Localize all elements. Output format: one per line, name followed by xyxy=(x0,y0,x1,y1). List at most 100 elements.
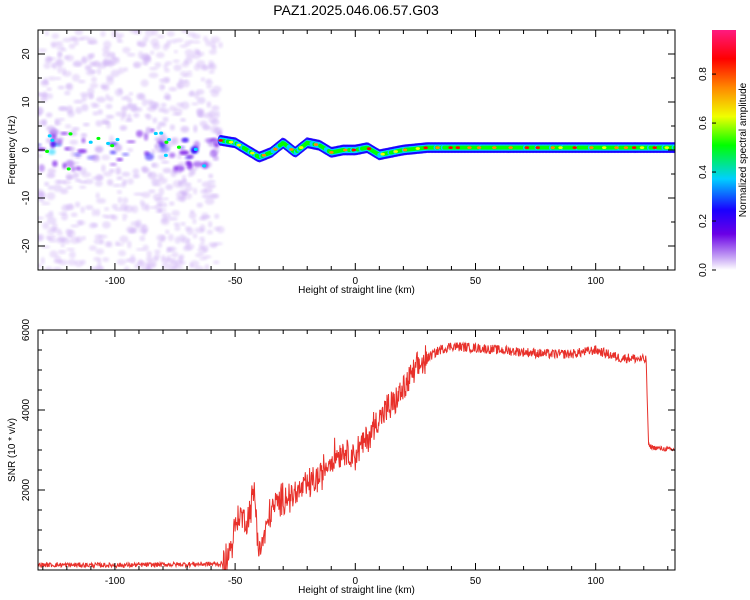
spectrogram-noise-cell xyxy=(135,93,144,100)
colorbar-label: Normalized spectral amplitude xyxy=(738,82,749,217)
spectrogram-noise-cell xyxy=(141,202,148,211)
spectrogram-noise-cell xyxy=(57,51,63,57)
spectrogram-x-tick-label: -100 xyxy=(105,276,125,287)
spectrogram-y-tick-label: -10 xyxy=(21,190,32,205)
spectrogram-noise-cell xyxy=(88,54,95,59)
spectrogram-ridge-peak xyxy=(455,146,461,150)
spectrogram-noise-cell xyxy=(137,258,144,267)
spectrogram-noise-cell xyxy=(218,42,223,49)
spectrogram-noise-cell xyxy=(70,212,78,218)
spectrogram-noise-cell xyxy=(182,179,188,184)
spectrogram-noise-cell xyxy=(90,102,98,108)
spectrogram-noise-cell xyxy=(66,247,75,252)
spectrogram-noise-cell xyxy=(99,238,105,245)
spectrogram-noise-cell xyxy=(60,131,69,136)
spectrogram-noise-cell xyxy=(94,180,103,187)
colorbar: 0.0 0.2 0.4 0.6 0.8 Normalized spectral ampl… xyxy=(698,30,749,277)
spectrogram-noise-cell xyxy=(166,255,172,261)
spectrogram-noise-cell xyxy=(89,82,99,89)
spectrogram-noise-cell xyxy=(75,166,82,171)
colorbar-tick-label: 0.0 xyxy=(698,263,709,277)
spectrogram-noise-cell xyxy=(51,33,60,39)
spectrogram-noise-cell xyxy=(191,102,199,106)
spectrogram-noise-cell xyxy=(82,122,90,127)
spectrogram-noise-cell xyxy=(126,240,132,249)
spectrogram-noise-cell xyxy=(88,245,97,251)
spectrogram-noise-cell xyxy=(119,125,128,131)
spectrogram-noise-cell xyxy=(86,93,94,99)
spectrogram-ridge-peak xyxy=(614,146,619,150)
spectrogram-noise-cell xyxy=(66,175,74,180)
spectrogram-noise-cell xyxy=(97,258,102,267)
spectrogram-noise-cell xyxy=(75,155,81,159)
spectrogram-noise-peak xyxy=(202,164,207,168)
spectrogram-noise-cell xyxy=(171,209,180,217)
spectrogram-noise-cell xyxy=(164,68,170,73)
spectrogram-noise-cell xyxy=(91,155,100,163)
spectrogram-noise-cell xyxy=(45,112,53,118)
spectrogram-noise-cell xyxy=(142,165,148,174)
colorbar-tick-label: 0.8 xyxy=(698,67,709,81)
spectrogram-noise-cell xyxy=(81,137,86,144)
spectrogram-noise-cell xyxy=(96,68,102,75)
spectrogram-noise-cell xyxy=(73,161,80,166)
spectrogram-noise-peak xyxy=(45,149,50,153)
spectrogram-ridge-peak xyxy=(351,148,357,152)
spectrogram-noise-cell xyxy=(88,222,98,229)
spectrogram-noise-cell xyxy=(215,110,220,118)
spectrogram-noise-cell xyxy=(48,148,56,155)
spectrogram-noise-cell xyxy=(122,179,128,185)
spectrogram-noise-cell xyxy=(126,140,136,144)
spectrogram-noise-cell xyxy=(205,39,211,47)
spectrogram-noise-cell xyxy=(127,147,134,153)
spectrogram-noise-cell xyxy=(175,38,184,43)
spectrogram-noise-peak xyxy=(176,145,181,149)
spectrogram-noise-cell xyxy=(52,160,58,167)
spectrogram-noise-cell xyxy=(92,111,99,116)
spectrogram-noise-cell xyxy=(67,233,72,238)
spectrogram-noise-cell xyxy=(64,124,72,129)
spectrogram-noise-cell xyxy=(207,220,213,228)
spectrogram-noise-cell xyxy=(214,213,220,219)
spectrogram-ridge-peak xyxy=(273,147,278,151)
spectrogram-noise-cell xyxy=(55,58,65,67)
spectrogram-ridge-peak xyxy=(289,148,294,151)
spectrogram-noise-cell xyxy=(211,105,220,111)
spectrogram-noise-cell xyxy=(69,36,78,42)
snr-x-tick-label: 100 xyxy=(587,576,604,587)
spectrogram-noise-cell xyxy=(67,110,75,118)
snr-panel: -100 -50 0 50 100 2000 4000 6000 Height of stra… xyxy=(7,318,676,596)
spectrogram-noise-cell xyxy=(69,139,79,145)
spectrogram-noise-cell xyxy=(78,220,83,226)
spectrogram-noise-cell xyxy=(170,38,178,44)
spectrogram-noise-cell xyxy=(173,222,181,227)
spectrogram-noise-cell xyxy=(67,259,77,266)
spectrogram-noise-cell xyxy=(123,67,129,72)
spectrogram-noise-cell xyxy=(158,177,168,184)
spectrogram-noise-cell xyxy=(208,110,217,118)
spectrogram-noise-cell xyxy=(48,226,57,231)
spectrogram-noise-cell xyxy=(156,234,167,242)
colorbar-tick-label: 0.4 xyxy=(698,165,709,179)
spectrogram-noise-cell xyxy=(123,205,134,213)
spectrogram-noise-cell xyxy=(47,76,57,81)
spectrogram-noise-cell xyxy=(168,152,176,158)
spectrogram-noise-peak xyxy=(88,140,93,144)
spectrogram-noise-cell xyxy=(66,230,74,234)
spectrogram-noise-cell xyxy=(208,242,218,247)
spectrogram-noise-cell xyxy=(173,64,182,72)
spectrogram-noise-cell xyxy=(188,167,196,174)
spectrogram-noise-cell xyxy=(80,133,88,138)
spectrogram-noise-peak xyxy=(153,131,158,136)
spectrogram-noise-cell xyxy=(181,137,189,143)
snr-y-tick-label: 4000 xyxy=(21,398,32,421)
chart-title: PAZ1.2025.046.06.57.G03 xyxy=(273,2,439,18)
spectrogram-noise-cell xyxy=(112,183,122,188)
spectrogram-noise-cell xyxy=(80,36,90,41)
spectrogram-noise-peak xyxy=(110,144,115,148)
spectrogram-noise-peak xyxy=(66,167,71,171)
spectrogram-noise-cell xyxy=(154,62,162,68)
spectrogram-noise-cell xyxy=(206,229,213,235)
spectrogram-noise-cell xyxy=(54,255,62,263)
spectrogram-noise-cell xyxy=(125,118,133,123)
